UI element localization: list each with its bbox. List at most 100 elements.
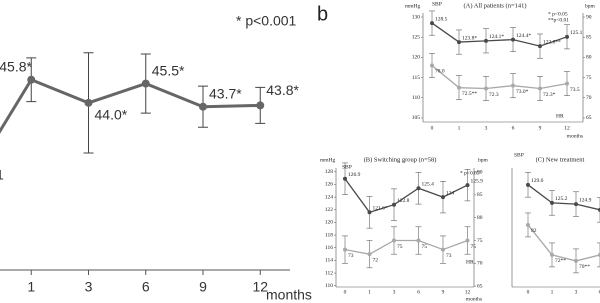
data-point — [27, 75, 36, 84]
data-point — [430, 63, 434, 68]
value-label: 73 — [348, 253, 354, 259]
value-label: 72.3* — [543, 92, 556, 98]
x-axis-label: months — [466, 296, 482, 302]
significance-note: * p<0.05 — [548, 11, 568, 17]
value-label: 72.5** — [462, 91, 477, 97]
y-axis-label: mmHg — [320, 157, 336, 163]
data-point — [367, 252, 372, 257]
x-tick-label: 3 — [485, 125, 488, 131]
y-tick-label: 128 — [325, 169, 334, 175]
value-label: 75 — [397, 244, 403, 250]
series-label: HR — [466, 259, 474, 265]
value-label: 78.0 — [435, 69, 445, 75]
y-tick-label: 120 — [412, 55, 421, 61]
series-line — [344, 239, 468, 255]
x-axis-label: months — [266, 287, 312, 303]
data-point — [441, 195, 445, 200]
y2-tick-label: 65 — [586, 115, 592, 121]
y-tick-label: 115 — [412, 75, 420, 81]
value-label: 128.5 — [435, 16, 448, 22]
error-bar — [597, 197, 600, 223]
x-tick-label: 0 — [527, 289, 530, 295]
x-tick-label: 6 — [599, 289, 600, 295]
x-tick-label: 1 — [27, 279, 35, 295]
data-point — [84, 98, 93, 107]
y2-tick-label: 80 — [586, 55, 592, 61]
y-tick-label: 112 — [325, 270, 333, 276]
data-point — [538, 86, 542, 91]
series-label: HR — [556, 113, 564, 119]
series-line — [431, 22, 568, 47]
series-label: SBP — [342, 164, 352, 170]
data-point — [465, 183, 470, 188]
data-point — [465, 238, 470, 243]
x-tick-label: 9 — [539, 125, 542, 131]
value-label: 1 — [0, 167, 4, 183]
value-label: 125.4 — [422, 182, 435, 188]
y-tick-label: 122 — [325, 207, 334, 213]
data-point — [526, 182, 530, 187]
x-tick-label: 0 — [431, 125, 434, 131]
x-tick-label: 12 — [465, 289, 471, 295]
y-tick-label: 126 — [325, 182, 334, 188]
y2-axis-label: bpm — [585, 3, 596, 9]
y-tick-label: 116 — [325, 245, 333, 251]
value-label: 82 — [531, 228, 537, 234]
y2-tick-label: 75 — [586, 75, 592, 81]
y-tick-label: 105 — [412, 115, 421, 121]
value-label: 70** — [579, 264, 590, 270]
value-label: 122.8 — [397, 198, 410, 204]
y2-tick-label: 70 — [586, 95, 592, 101]
x-tick-label: 0 — [344, 289, 347, 295]
data-point — [430, 21, 434, 26]
data-point — [550, 252, 554, 257]
y2-tick-label: 90 — [477, 169, 483, 175]
data-point — [565, 81, 569, 86]
data-point — [574, 258, 578, 263]
y2-tick-label: 85 — [586, 34, 592, 40]
data-point — [526, 222, 530, 227]
value-label: 44.0* — [95, 107, 128, 123]
data-point — [511, 83, 515, 88]
value-label: 126.9 — [348, 172, 361, 178]
data-point — [256, 101, 265, 110]
value-label: 125.9 — [471, 178, 484, 184]
value-label: 125.1 — [570, 30, 583, 36]
panel-title: (A) All patients (n=141) — [463, 2, 526, 9]
y2-tick-label: 90 — [586, 14, 592, 20]
y-tick-label: 110 — [412, 95, 420, 101]
x-tick-label: 6 — [512, 125, 515, 131]
data-point — [392, 238, 396, 243]
value-label: 122.8** — [543, 39, 561, 45]
data-point — [441, 247, 445, 252]
value-label: 123.8* — [462, 35, 477, 41]
data-point — [457, 40, 461, 45]
series-line — [527, 224, 600, 262]
annotation: * p<0.001 — [236, 13, 297, 29]
data-point — [141, 79, 150, 88]
significance-note: **p<0.01 — [548, 17, 569, 23]
error-bar — [597, 242, 600, 268]
value-label: 124.4* — [516, 33, 531, 39]
value-label: 124 — [446, 190, 455, 196]
value-label: 73.0* — [516, 89, 529, 95]
data-point — [343, 176, 347, 181]
value-label: 75 — [471, 244, 477, 250]
y-tick-label: 130 — [412, 14, 421, 20]
value-label: 73 — [446, 253, 452, 259]
x-tick-label: 9 — [442, 289, 445, 295]
x-tick-label: 3 — [575, 289, 578, 295]
y-tick-label: 118 — [325, 232, 333, 238]
x-tick-label: 1 — [368, 289, 371, 295]
value-label: 73.5 — [570, 87, 580, 93]
value-label: 129.6 — [531, 178, 544, 184]
series-line — [344, 178, 468, 214]
data-point — [550, 200, 554, 205]
series-label: SBP — [432, 1, 442, 7]
y2-tick-label: 65 — [477, 283, 483, 289]
y2-tick-label: 80 — [477, 215, 483, 221]
value-label: 72 — [373, 257, 379, 263]
value-label: 121.6* — [373, 206, 388, 212]
y-tick-label: 120 — [325, 220, 334, 226]
